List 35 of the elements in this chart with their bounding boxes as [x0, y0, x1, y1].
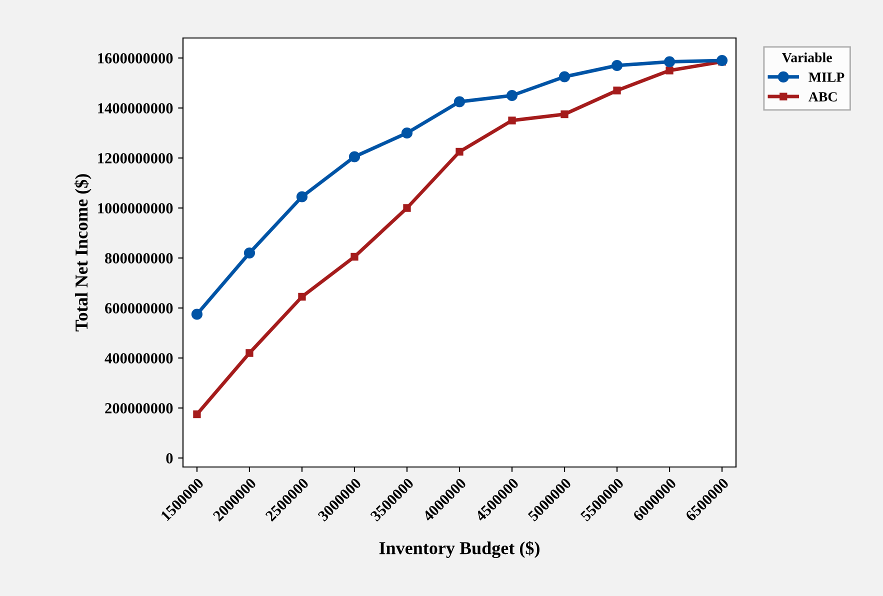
point	[664, 56, 676, 68]
point	[246, 349, 254, 357]
legend-label: ABC	[808, 92, 837, 102]
point	[506, 90, 518, 102]
point	[456, 148, 464, 156]
x-axis-title: Inventory Budget ($)	[379, 540, 540, 558]
point	[666, 66, 674, 74]
point	[454, 96, 466, 108]
point	[191, 308, 203, 320]
point	[508, 116, 516, 124]
legend-label: MILP	[808, 72, 844, 82]
y-tick-label: 1400000000	[98, 103, 173, 114]
point	[193, 410, 201, 418]
point	[613, 86, 621, 94]
point	[244, 247, 256, 259]
point	[611, 60, 623, 72]
point	[350, 252, 358, 261]
y-tick-label: 800000000	[105, 253, 173, 264]
legend-title: Variable	[782, 52, 832, 62]
point	[403, 204, 411, 212]
point	[716, 54, 728, 66]
point	[558, 71, 570, 82]
y-tick-label: 1200000000	[98, 153, 173, 164]
y-tick-label: 1000000000	[98, 203, 173, 214]
y-axis-title: Total Net Income ($)	[74, 174, 92, 332]
point	[401, 127, 413, 139]
point	[298, 292, 306, 301]
y-tick-label: 400000000	[104, 353, 173, 364]
y-tick-label: 0	[166, 453, 173, 464]
y-tick-label: 600000000	[105, 303, 173, 314]
point	[348, 151, 360, 162]
point	[560, 110, 568, 118]
point	[296, 191, 308, 202]
y-tick-label: 1600000000	[98, 53, 173, 64]
y-tick-label: 200000000	[105, 403, 173, 414]
